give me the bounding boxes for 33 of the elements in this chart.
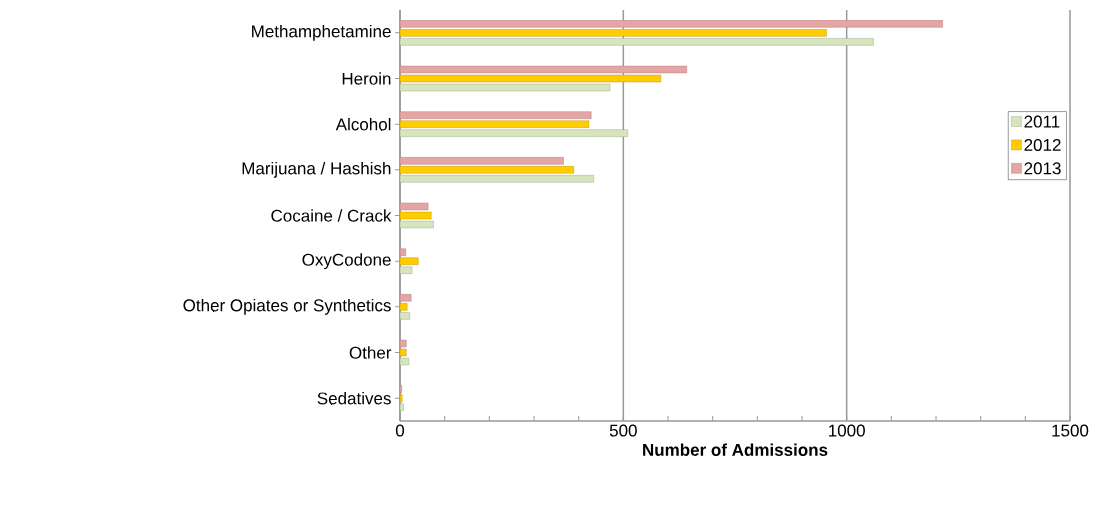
bar: [400, 111, 592, 119]
bar: [400, 74, 662, 83]
y-tick-label: Other: [349, 346, 392, 359]
bar: [400, 65, 687, 74]
bar: [400, 339, 407, 348]
bar: [400, 166, 574, 174]
y-tick-label: Cocaine / Crack: [271, 209, 392, 222]
bar: [400, 303, 408, 311]
bar: [400, 211, 432, 220]
legend-label: 2011: [1024, 115, 1060, 128]
legend-label: 2012: [1024, 138, 1061, 151]
y-tick-label: Alcohol: [335, 117, 391, 131]
legend-label: 2013: [1024, 162, 1061, 175]
bar: [400, 248, 407, 256]
x-tick-label: 1000: [829, 424, 865, 437]
bar: [400, 120, 590, 128]
y-tick-label: Marijuana / Hashish: [242, 161, 391, 178]
bar: [400, 348, 407, 357]
bar: [400, 257, 419, 265]
bar: [400, 157, 564, 165]
y-tick-label: Methamphetamine: [252, 24, 391, 41]
bar: [400, 294, 412, 302]
bar: [400, 29, 827, 37]
y-tick-label: OxyCodone: [302, 253, 391, 270]
y-tick-label: Heroin: [342, 72, 391, 85]
bar: [400, 20, 943, 28]
y-tick-label: Sedatives: [317, 391, 391, 405]
y-tick-label: Other Opiates or Synthetics: [183, 298, 391, 315]
x-axis-title: Number of Admissions: [643, 443, 828, 456]
bar: [400, 202, 429, 211]
x-tick-label: 0: [395, 424, 405, 437]
x-tick-label: 1500: [1052, 424, 1089, 437]
x-tick-label: 500: [609, 424, 637, 437]
